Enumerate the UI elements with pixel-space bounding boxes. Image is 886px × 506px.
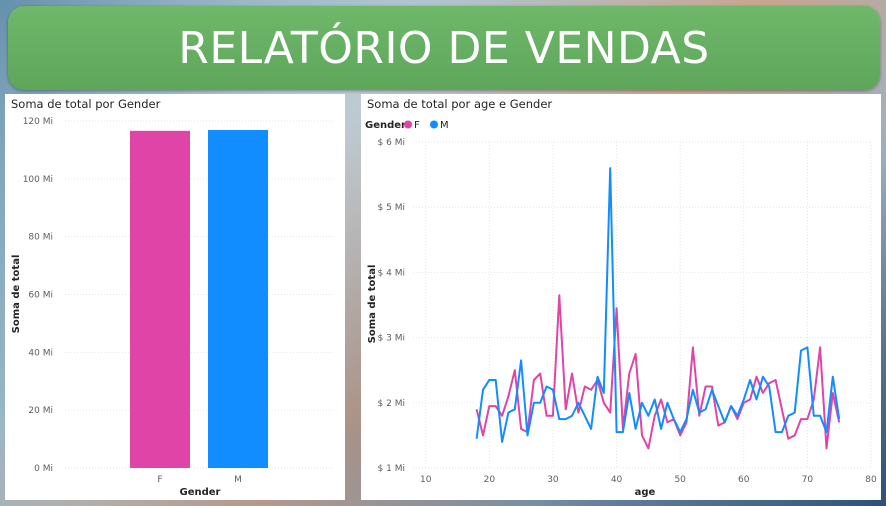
- line-x-tick-label: 80: [865, 475, 877, 485]
- line-x-tick-label: 60: [738, 475, 750, 485]
- line-x-axis-label: age: [635, 487, 656, 498]
- line-x-tick-label: 20: [484, 475, 496, 485]
- legend-marker-F[interactable]: [404, 120, 412, 129]
- bar-y-tick-label: 0 Mi: [34, 464, 53, 474]
- bar-y-tick-label: 100 Mi: [23, 175, 53, 185]
- line-x-tick-label: 30: [547, 475, 559, 485]
- bar-y-tick-label: 20 Mi: [28, 406, 53, 416]
- line-x-tick-label: 50: [674, 475, 686, 485]
- bar-x-tick-label: M: [234, 475, 242, 485]
- line-y-axis-label: Soma de total: [367, 265, 378, 344]
- bar-y-tick-label: 80 Mi: [28, 233, 53, 243]
- line-y-tick-label: $ 1 Mi: [378, 464, 405, 474]
- line-y-tick-label: $ 4 Mi: [378, 268, 405, 278]
- legend-title: Gender: [365, 120, 406, 131]
- series-line-F[interactable]: [475, 294, 841, 450]
- line-y-tick-label: $ 5 Mi: [378, 203, 405, 213]
- bar-x-axis-label: Gender: [180, 487, 221, 498]
- bar-M[interactable]: [208, 129, 268, 468]
- line-y-tick-label: $ 6 Mi: [378, 138, 405, 148]
- line-y-tick-label: $ 2 Mi: [378, 399, 405, 409]
- page-title: RELATÓRIO DE VENDAS: [178, 22, 710, 74]
- bar-y-tick-label: 120 Mi: [23, 117, 53, 127]
- bar-y-tick-label: 60 Mi: [28, 291, 53, 301]
- legend-label-M[interactable]: M: [440, 120, 449, 131]
- series-line-M[interactable]: [475, 167, 841, 443]
- bar-x-tick-label: F: [157, 475, 162, 485]
- report-banner: RELATÓRIO DE VENDAS: [8, 6, 880, 90]
- bar-y-tick-label: 40 Mi: [28, 348, 53, 358]
- bar-chart: 0 Mi 20 Mi 40 Mi 60 Mi 80 Mi 100 Mi 120 Mi F M Ge…: [11, 117, 335, 498]
- line-x-tick-label: 10: [420, 475, 432, 485]
- line-x-tick-label: 70: [802, 475, 814, 485]
- line-y-tick-label: $ 3 Mi: [378, 334, 405, 344]
- line-chart: Gender F M $ 1 Mi $ 2 Mi $ 3 Mi $ 4 Mi $ 5 Mi $ …: [365, 120, 877, 498]
- line-chart-card[interactable]: Soma de total por age e Gender Gender F M $…: [361, 94, 881, 500]
- line-chart-title: Soma de total por age e Gender: [367, 97, 553, 111]
- legend-label-F[interactable]: F: [414, 120, 420, 131]
- bar-chart-title: Soma de total por Gender: [11, 97, 161, 111]
- legend-marker-M[interactable]: [430, 120, 438, 129]
- bar-F[interactable]: [130, 130, 190, 468]
- bar-chart-card[interactable]: Soma de total por Gender 0 Mi 20 Mi 40 Mi 6…: [5, 94, 345, 500]
- line-x-tick-label: 40: [611, 475, 623, 485]
- bar-y-axis-label: Soma de total: [11, 255, 22, 334]
